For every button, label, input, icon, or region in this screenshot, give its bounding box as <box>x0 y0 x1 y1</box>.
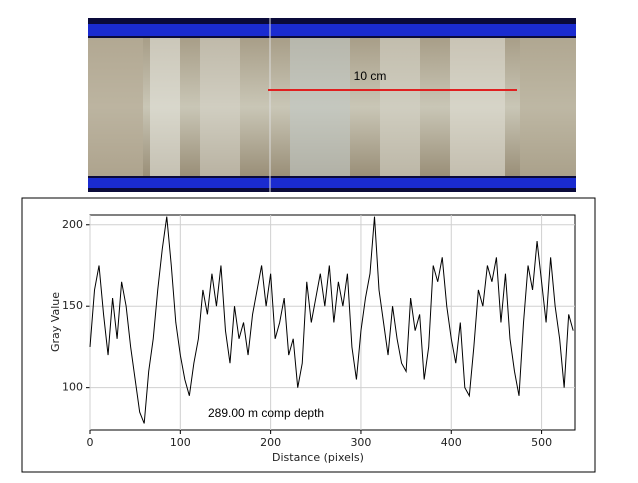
x-tick-label: 500 <box>531 436 552 449</box>
core-photo <box>88 18 576 192</box>
y-axis-label: Gray Value <box>49 292 62 352</box>
x-tick-label: 400 <box>441 436 462 449</box>
scale-label: 10 cm <box>354 69 387 83</box>
x-tick-label: 200 <box>260 436 281 449</box>
y-tick-label: 150 <box>62 299 83 312</box>
y-tick-label: 100 <box>62 381 83 394</box>
x-tick-label: 0 <box>87 436 94 449</box>
x-tick-label: 300 <box>350 436 371 449</box>
y-tick-label: 200 <box>62 218 83 231</box>
plot-frame <box>21 197 596 473</box>
depth-annotation: 289.00 m comp depth <box>208 406 324 420</box>
data-line <box>89 216 574 424</box>
x-axis-label: Distance (pixels) <box>272 451 364 464</box>
x-tick-label: 100 <box>170 436 191 449</box>
